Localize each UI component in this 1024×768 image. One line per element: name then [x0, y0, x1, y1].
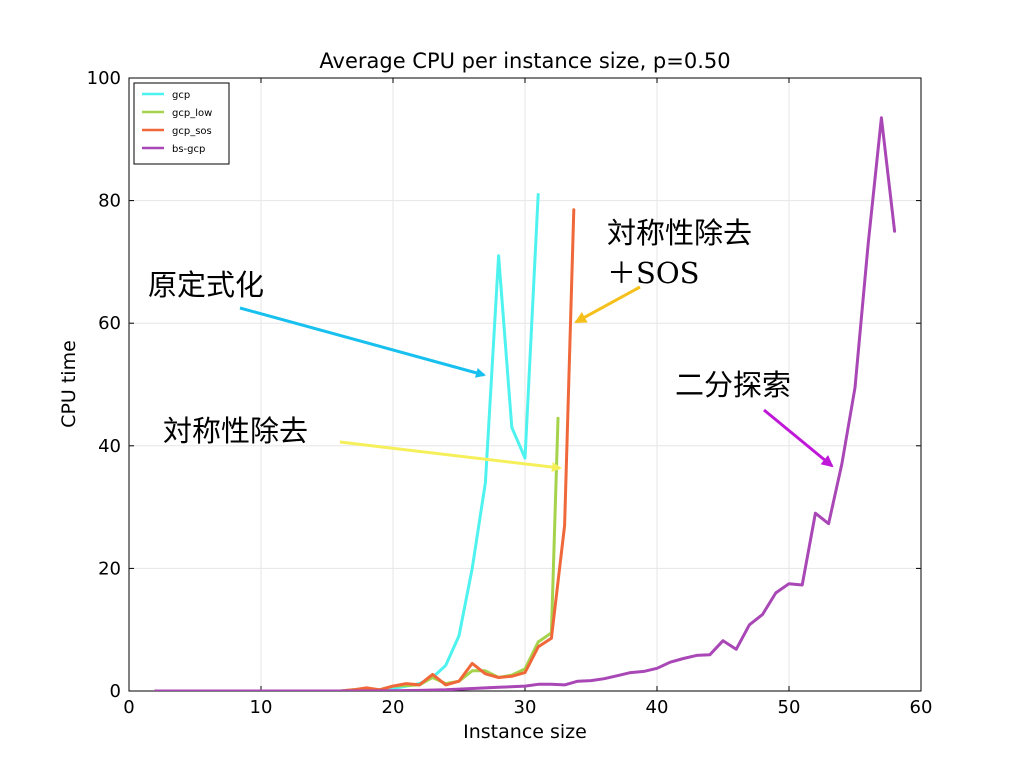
- annotation-arrow: [763, 408, 834, 468]
- y-tick-label: 80: [98, 191, 121, 212]
- annotation-symmetry-removal-sos: 対称性除去 ＋SOS: [574, 216, 752, 324]
- legend-box: [133, 82, 230, 165]
- series-line-gcp-sos: [153, 208, 576, 691]
- series-layer: [153, 116, 897, 691]
- annotation-label: 二分探索: [675, 368, 791, 402]
- annotation-label-line2: ＋SOS: [607, 256, 700, 290]
- annotation-arrow: [339, 440, 562, 473]
- x-tick-label: 60: [910, 697, 933, 718]
- legend: gcp gcp_low gcp_sos bs-gcp: [133, 82, 230, 165]
- y-tick-label: 100: [87, 68, 121, 89]
- annotation-symmetry-removal: 対称性除去: [163, 414, 562, 473]
- annotation-binary-search: 二分探索: [675, 368, 834, 468]
- x-tick-label: 20: [382, 697, 405, 718]
- y-tick-label: 20: [98, 558, 121, 579]
- legend-label-gcp: gcp: [172, 90, 190, 101]
- y-tick-label: 60: [98, 313, 121, 334]
- y-tick-label: 0: [110, 681, 121, 702]
- y-axis-label: CPU time: [58, 340, 80, 428]
- legend-label-gcp-low: gcp_low: [172, 108, 212, 119]
- annotation-label: 対称性除去: [607, 216, 752, 250]
- chart-title: Average CPU per instance size, p=0.50: [319, 49, 730, 73]
- x-tick-label: 10: [250, 697, 273, 718]
- annotation-label: 原定式化: [148, 268, 264, 302]
- series-line-bs-gcp: [153, 116, 897, 691]
- x-tick-label: 30: [514, 697, 537, 718]
- legend-label-gcp-sos: gcp_sos: [172, 126, 212, 137]
- annotation-original-formulation: 原定式化: [148, 268, 486, 378]
- grid-lines: [129, 78, 921, 691]
- annotation-arrow: [574, 285, 641, 324]
- x-tick-label: 50: [778, 697, 801, 718]
- x-axis-label: Instance size: [463, 721, 587, 743]
- legend-label-bs-gcp: bs-gcp: [172, 144, 205, 155]
- y-tick-label: 40: [98, 436, 121, 457]
- x-tick-label: 40: [646, 697, 669, 718]
- annotation-label: 対称性除去: [163, 414, 308, 448]
- axis-ticks: 0 10 20 30 40 50 60 0 20 40 60 80 100: [87, 68, 933, 718]
- annotation-arrow: [239, 306, 486, 378]
- x-tick-label: 0: [123, 697, 134, 718]
